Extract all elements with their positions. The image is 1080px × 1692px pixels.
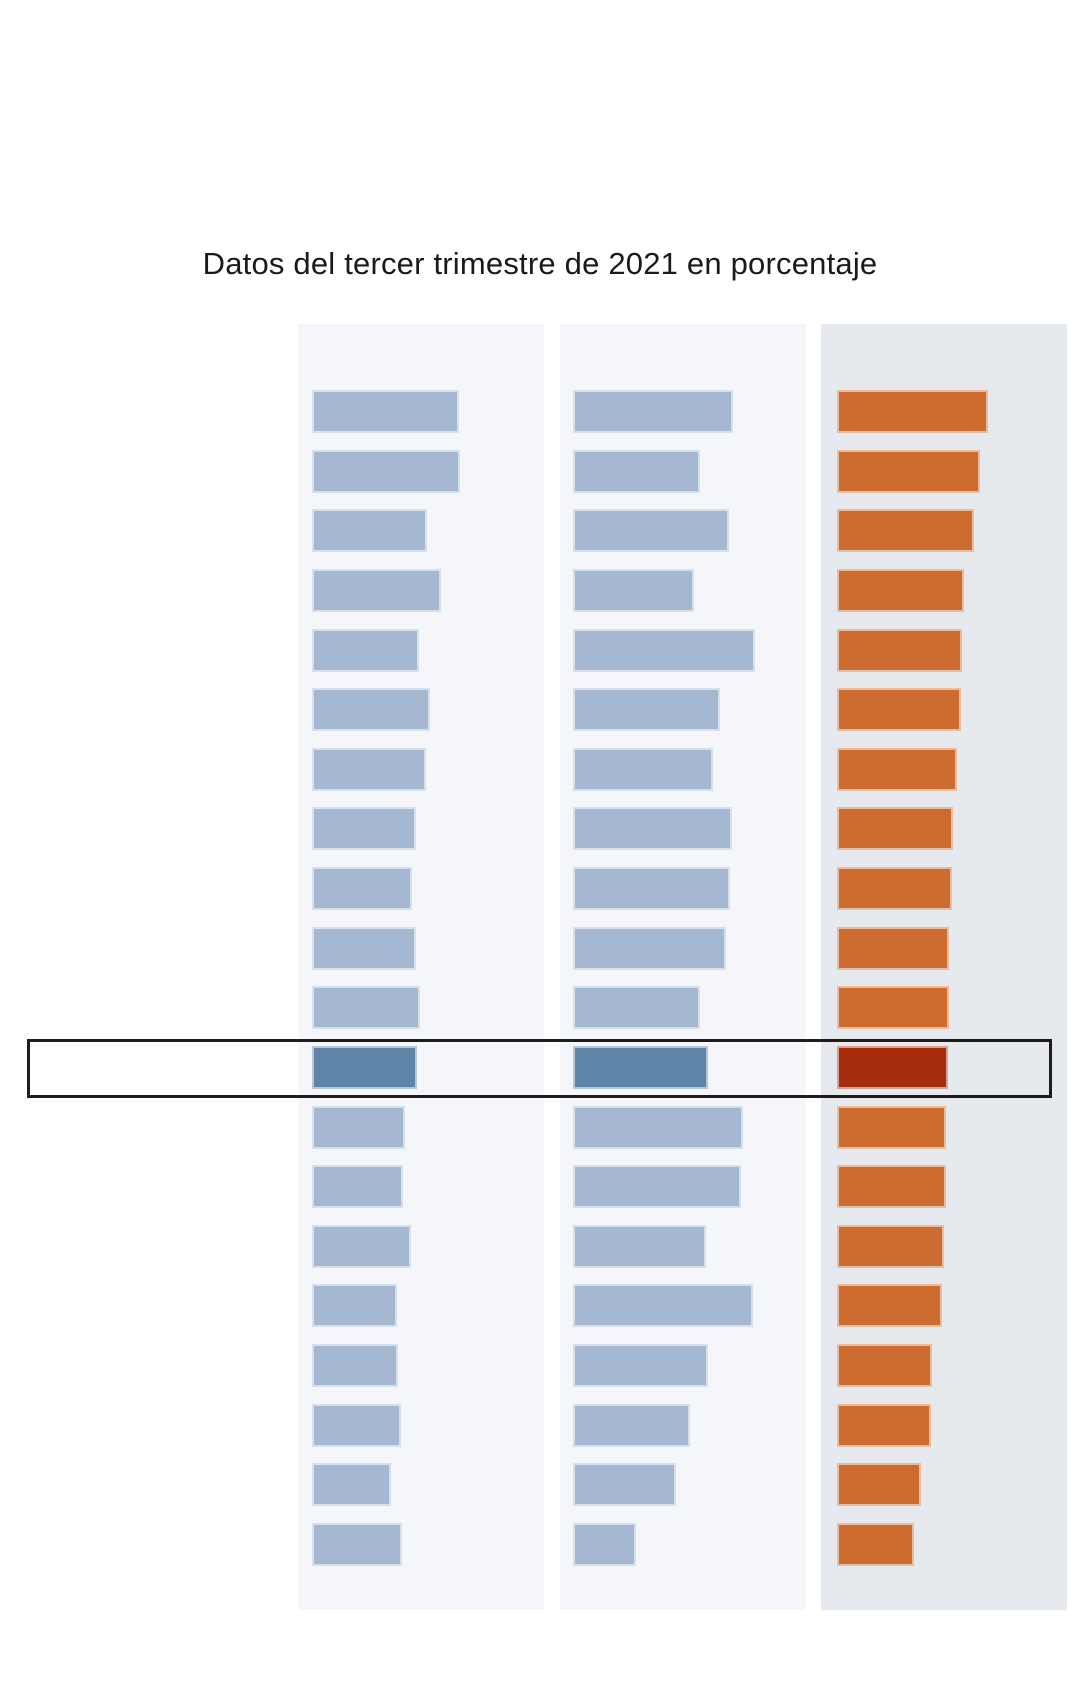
bar-row-5 [573,629,755,672]
bar-row-11 [312,986,420,1029]
bar-row-18 [573,1404,690,1447]
bar-row-11 [573,986,700,1029]
bar-row-7 [837,748,957,791]
bar-row-3 [312,509,427,552]
bar-row-17 [573,1344,708,1387]
highlight-row-outline [27,1039,1052,1098]
bar-row-6 [573,688,720,731]
bar-panel-middle [560,324,806,1610]
highlighted-bar-row-12 [312,1046,417,1089]
bar-row-8 [837,807,953,850]
bar-row-19 [312,1463,391,1506]
bar-row-7 [573,748,713,791]
bar-row-20 [312,1523,402,1566]
bar-panel-right [821,324,1067,1610]
bar-row-10 [837,927,949,970]
bar-row-15 [573,1225,706,1268]
bar-row-4 [312,569,441,612]
bar-row-13 [573,1106,743,1149]
bar-row-2 [573,450,700,493]
bar-row-6 [312,688,430,731]
bar-row-17 [837,1344,932,1387]
bar-row-14 [837,1165,946,1208]
bar-row-11 [837,986,949,1029]
bar-row-3 [837,509,974,552]
highlighted-bar-row-12 [837,1046,948,1089]
bar-row-20 [573,1523,636,1566]
bar-row-20 [837,1523,914,1566]
bar-row-2 [312,450,460,493]
bar-panel-left [298,324,544,1610]
bar-row-7 [312,748,426,791]
bar-row-15 [312,1225,411,1268]
bar-row-16 [573,1284,753,1327]
bar-row-5 [312,629,419,672]
bar-row-13 [312,1106,405,1149]
bar-row-14 [312,1165,403,1208]
bar-row-2 [837,450,980,493]
bar-row-4 [837,569,964,612]
bar-row-3 [573,509,729,552]
bar-row-9 [312,867,412,910]
bar-row-19 [837,1463,921,1506]
bar-row-8 [312,807,416,850]
highlighted-bar-row-12 [573,1046,708,1089]
bar-row-15 [837,1225,944,1268]
chart-title: Datos del tercer trimestre de 2021 en po… [202,246,878,281]
bar-row-1 [312,390,459,433]
bar-row-16 [837,1284,942,1327]
bar-row-8 [573,807,732,850]
bar-row-16 [312,1284,397,1327]
bar-row-5 [837,629,962,672]
bar-row-10 [312,927,416,970]
bar-row-6 [837,688,961,731]
bar-row-9 [837,867,952,910]
bar-row-4 [573,569,694,612]
bar-row-19 [573,1463,676,1506]
bar-row-17 [312,1344,398,1387]
bar-row-18 [837,1404,931,1447]
bar-row-14 [573,1165,741,1208]
bar-row-9 [573,867,730,910]
bar-row-18 [312,1404,401,1447]
bar-row-1 [573,390,733,433]
bar-row-1 [837,390,988,433]
bar-row-13 [837,1106,946,1149]
bar-row-10 [573,927,726,970]
